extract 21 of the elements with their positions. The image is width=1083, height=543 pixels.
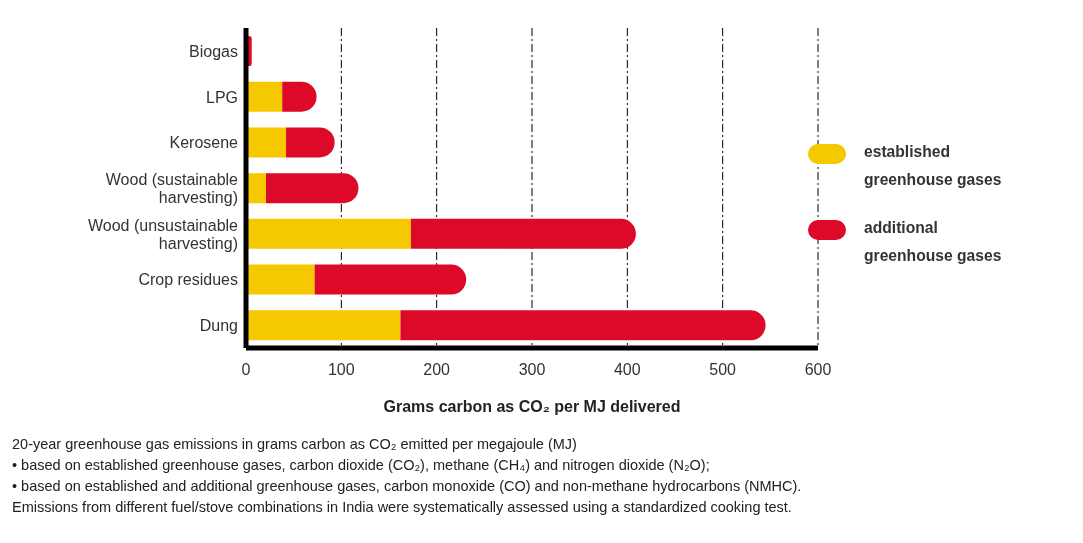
text: 20-year greenhouse gas emissions in grams carbon as CO₂ emitted per megajoule (MJ) [12, 435, 578, 454]
y-tick-label: LPG [205, 88, 238, 106]
x-tick-label: 300 [518, 361, 546, 379]
x-tick-label: 200 [423, 361, 451, 379]
y-tick-label: Dung [199, 316, 238, 334]
legend-label: established greenhouse gases [864, 141, 1003, 191]
x-tick-label: 600 [804, 361, 832, 379]
y-tick-label: Biogas [189, 42, 238, 60]
text: • based on established greenhouse gases, carbon dioxide (CO₂), methane (CH₄) and nitrogen dioxide (N₂O); [12, 456, 711, 475]
x-axis-title: Grams carbon as CO₂ per MJ delivered [383, 398, 681, 415]
y-tick-label: Wood (unsustainable harvesting) [87, 216, 239, 252]
y-tick-label: Kerosene [169, 133, 239, 151]
legend-label: additional greenhouse gases [864, 217, 1003, 267]
x-tick-label: 400 [613, 361, 641, 379]
y-tick-label: Crop residues [138, 270, 238, 288]
text: Emissions from different fuel/stove combinations in India were systematically assessed using a standardized cooking test. [12, 498, 793, 517]
y-tick-label: Wood (sustainable harvesting) [105, 170, 239, 206]
x-tick-label: 100 [327, 361, 355, 379]
x-tick-label: 0 [241, 361, 251, 379]
x-tick-label: 500 [709, 361, 737, 379]
text: • based on established and additional greenhouse gases, carbon monoxide (CO) and non-methane hydrocarbons (NMHC). [12, 477, 803, 496]
